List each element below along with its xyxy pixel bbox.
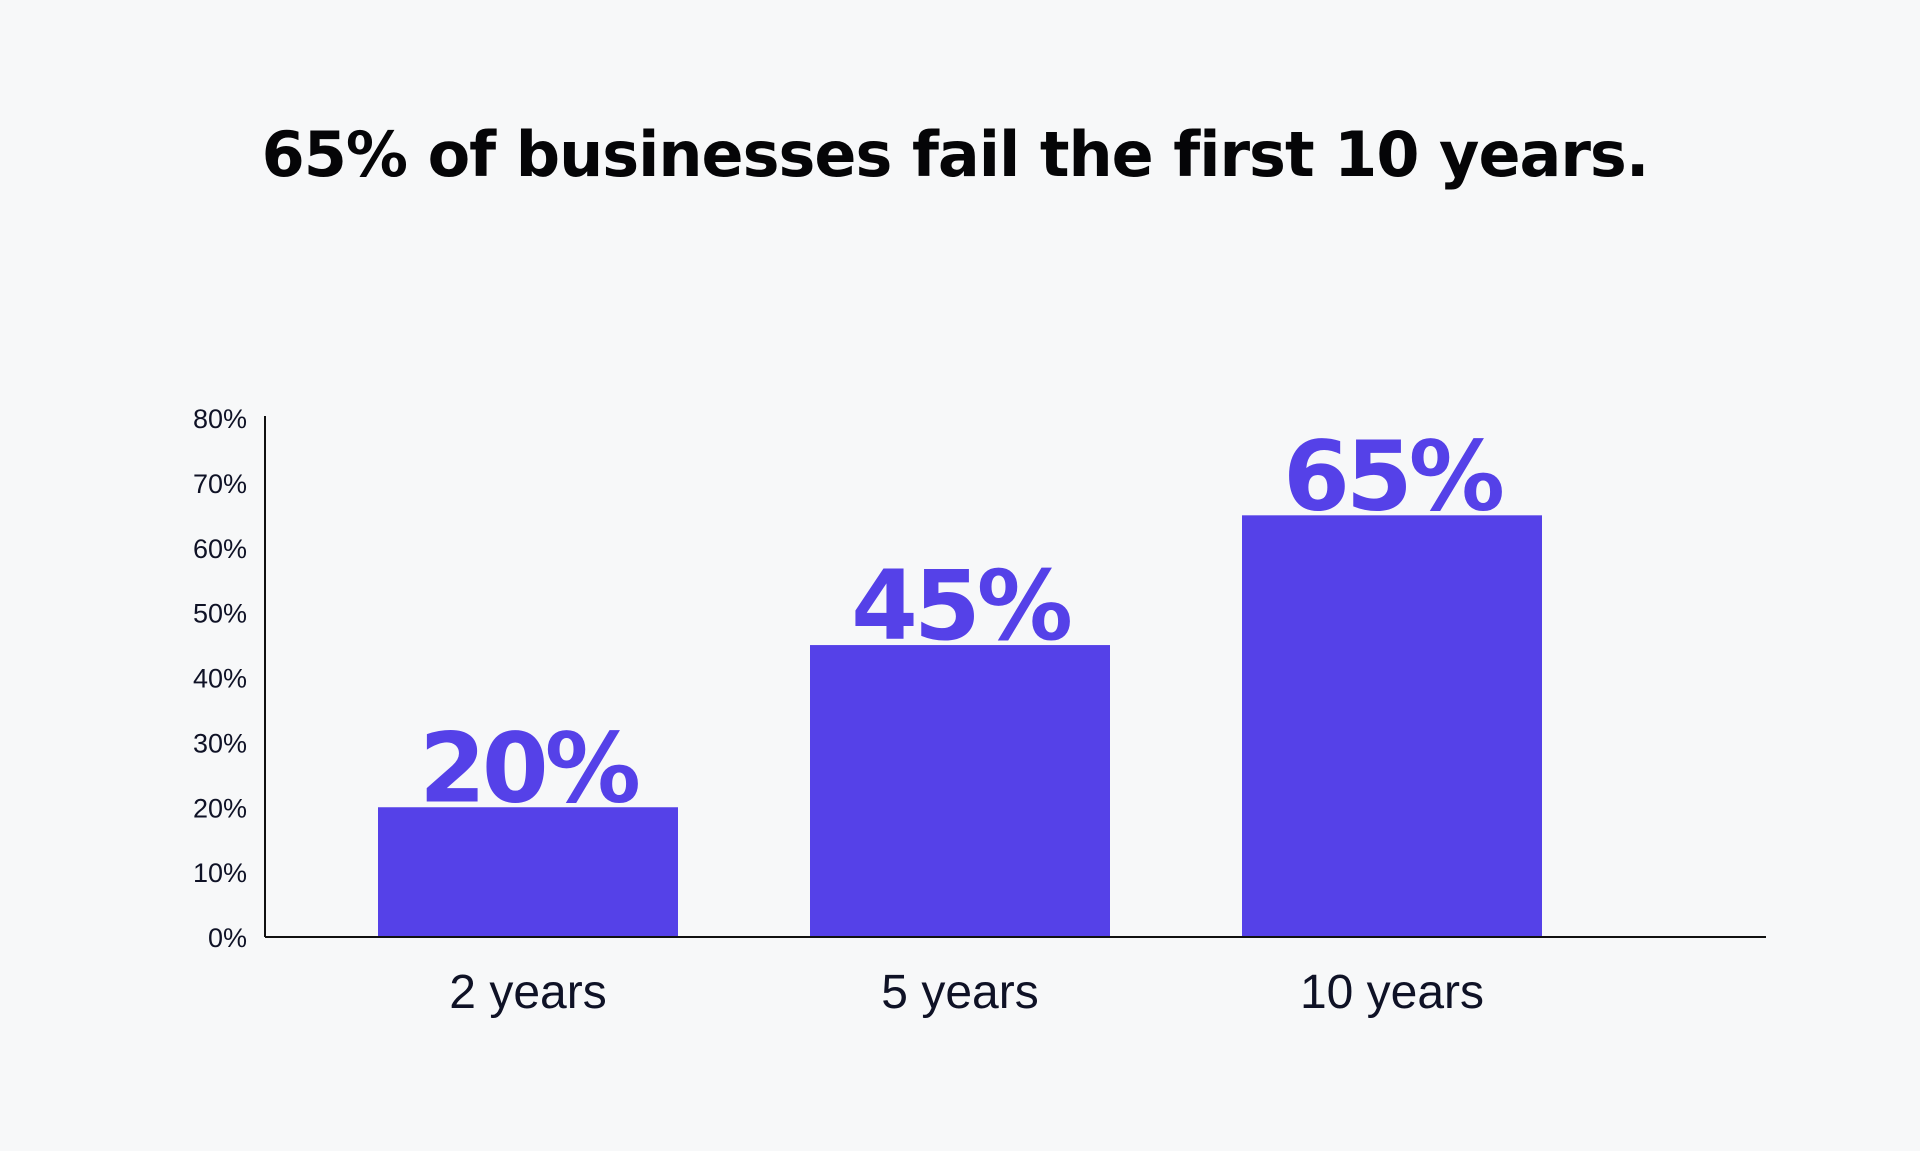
y-tick-label: 50% [193,599,247,629]
bar-value-label: 20% [419,712,639,824]
bar-value-label: 45% [851,550,1071,662]
y-tick-label: 80% [193,404,247,434]
value-labels: 20% 45% 65% [419,420,1507,824]
category-labels: 2 years 5 years 10 years [449,966,1484,1019]
y-tick-label: 70% [193,469,247,499]
bar [378,807,678,937]
x-category-label: 2 years [449,966,606,1019]
y-axis-ticks: 0% 10% 20% 30% 40% 50% 60% 70% 80% [193,404,247,953]
bar-value-label: 65% [1283,420,1503,532]
bar [810,645,1110,937]
chart-title: 65% of businesses fail the first 10 year… [261,118,1650,191]
y-tick-label: 10% [193,858,247,888]
x-category-label: 10 years [1300,966,1484,1019]
bar [1242,515,1542,937]
y-tick-label: 20% [193,793,247,823]
y-tick-label: 0% [208,923,247,953]
y-tick-label: 40% [193,664,247,694]
bars [378,515,1542,937]
y-tick-label: 60% [193,534,247,564]
x-category-label: 5 years [881,966,1038,1019]
y-tick-label: 30% [193,728,247,758]
